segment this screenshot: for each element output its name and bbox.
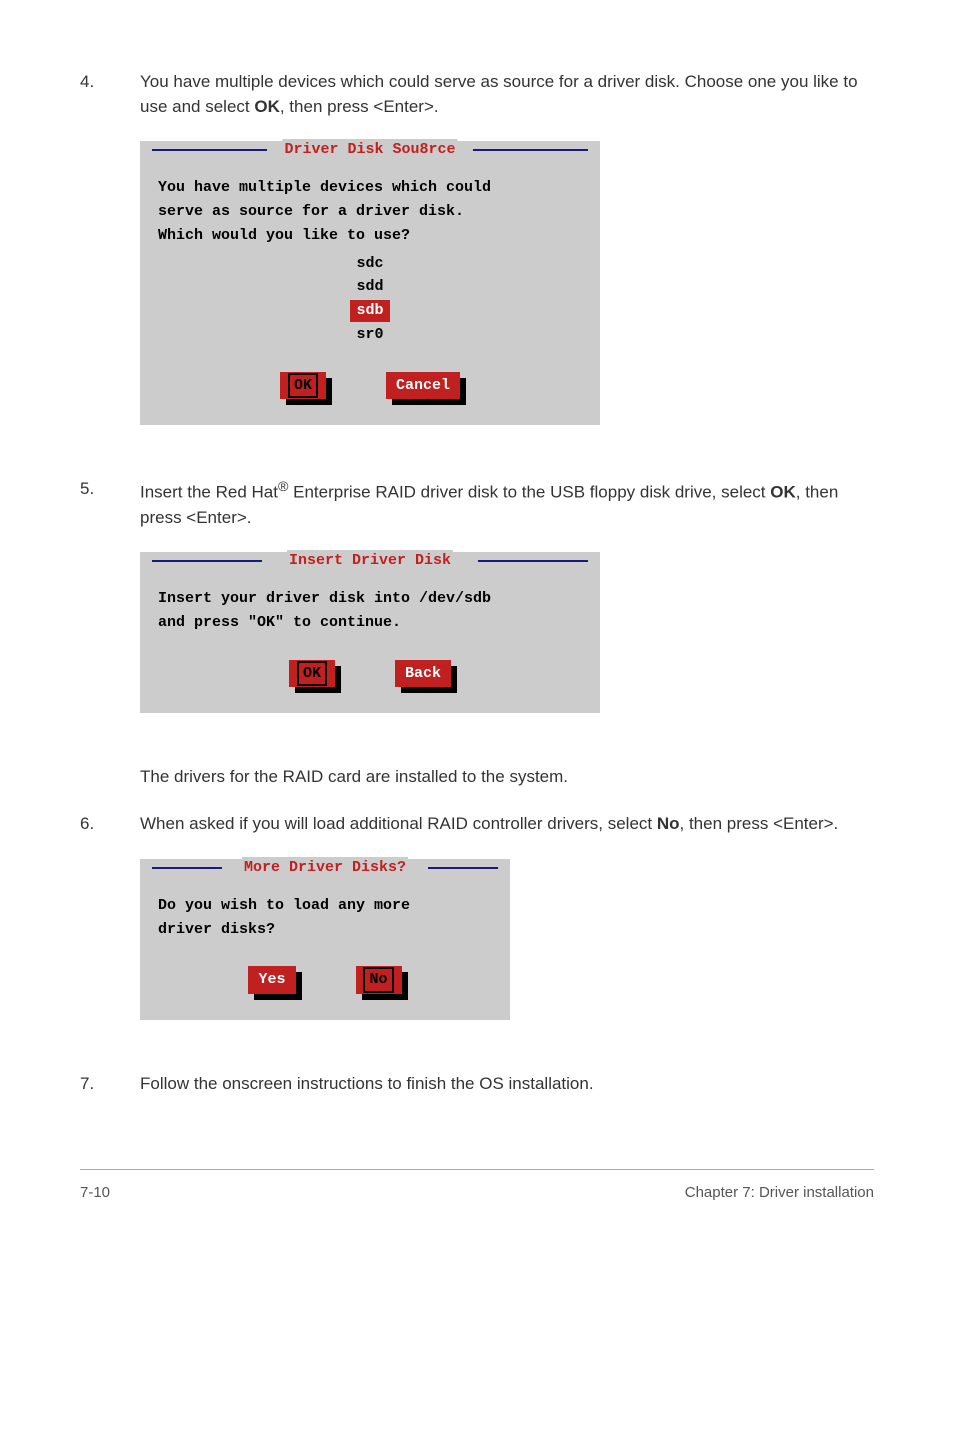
dialog2-hr-right [478,560,588,562]
dialog1-hr-left [152,149,267,151]
device-item-sdb-selected[interactable]: sdb [158,300,582,322]
dialog3-buttons: Yes No [158,966,492,994]
step-6-text-b: , then press <Enter>. [680,814,839,833]
dialog3-line2: driver disks? [158,919,492,941]
device-item-sdb-label: sdb [350,300,389,322]
dialog3-line1: Do you wish to load any more [158,895,492,917]
more-driver-disks-dialog: More Driver Disks? Do you wish to load a… [140,859,510,1020]
dialog1-line3: Which would you like to use? [158,225,582,247]
dialog3-body: Do you wish to load any more driver disk… [140,875,510,1020]
dialog2-buttons: OK Back [158,660,582,688]
step-4: 4. You have multiple devices which could… [80,70,874,455]
ok-button-2-shadow [295,687,341,693]
step-5-text-b: Enterprise RAID driver disk to the USB f… [288,483,770,502]
footer-left: 7-10 [80,1182,110,1204]
step-6-text: When asked if you will load additional R… [140,812,874,837]
back-button[interactable]: Back [395,660,451,688]
intermission-text: The drivers for the RAID card are instal… [140,765,874,790]
step-7-body: Follow the onscreen instructions to fini… [140,1072,874,1119]
dialog1-titlebar: Driver Disk Sou8rce [140,141,600,157]
step-4-text: You have multiple devices which could se… [140,70,874,119]
back-button-label: Back [405,665,441,682]
step-4-body: You have multiple devices which could se… [140,70,874,455]
dialog2-hr-left [152,560,262,562]
step-4-num: 4. [80,70,140,455]
step-7-num: 7. [80,1072,140,1119]
dialog2-line1: Insert your driver disk into /dev/sdb [158,588,582,610]
step-7: 7. Follow the onscreen instructions to f… [80,1072,874,1119]
yes-button[interactable]: Yes [248,966,295,994]
step-6-body: When asked if you will load additional R… [140,812,874,1050]
dialog1-title: Driver Disk Sou8rce [282,139,457,161]
dialog3-title: More Driver Disks? [242,857,408,879]
dialog1-hr-right [473,149,588,151]
step-5: 5. Insert the Red Hat® Enterprise RAID d… [80,477,874,743]
no-button-label: No [363,967,393,993]
ok-button-label: OK [288,373,318,399]
dialog1-wrap: Driver Disk Sou8rce You have multiple de… [140,141,874,425]
dialog2-line2: and press "OK" to continue. [158,612,582,634]
no-button[interactable]: No [356,966,402,994]
footer-right: Chapter 7: Driver installation [685,1182,874,1204]
dialog3-wrap: More Driver Disks? Do you wish to load a… [140,859,874,1020]
dialog3-hr-left [152,867,222,869]
dialog1-buttons: OK Cancel [158,372,582,400]
step-5-body: Insert the Red Hat® Enterprise RAID driv… [140,477,874,743]
step-6-bold: No [657,814,680,833]
step-5-text: Insert the Red Hat® Enterprise RAID driv… [140,477,874,530]
step-5-num: 5. [80,477,140,743]
back-button-shadow [401,687,457,693]
ok-button-2[interactable]: OK [289,660,335,688]
step-4-text-after: , then press <Enter>. [280,97,439,116]
dialog3-titlebar: More Driver Disks? [140,859,510,875]
dialog2-body: Insert your driver disk into /dev/sdb an… [140,568,600,713]
dialog2-titlebar: Insert Driver Disk [140,552,600,568]
insert-driver-disk-dialog: Insert Driver Disk Insert your driver di… [140,552,600,713]
device-item-sdc[interactable]: sdc [158,253,582,275]
page-footer: 7-10 Chapter 7: Driver installation [80,1169,874,1204]
dialog2-title: Insert Driver Disk [287,550,453,572]
device-item-sdd[interactable]: sdd [158,276,582,298]
dialog1-line1: You have multiple devices which could [158,177,582,199]
step-5-text-a: Insert the Red Hat [140,483,278,502]
ok-button-shadow [286,399,332,405]
dialog1-list: sdc sdd sdb sr0 [158,253,582,346]
ok-button-2-label: OK [297,661,327,687]
dialog2-wrap: Insert Driver Disk Insert your driver di… [140,552,874,713]
step-5-bold: OK [770,483,796,502]
step-4-bold: OK [254,97,280,116]
ok-button[interactable]: OK [280,372,326,400]
cancel-button[interactable]: Cancel [386,372,460,400]
device-item-sr0[interactable]: sr0 [158,324,582,346]
no-button-shadow [362,994,408,1000]
dialog3-hr-right [428,867,498,869]
yes-button-label: Yes [258,971,285,988]
step-4-text-before: You have multiple devices which could se… [140,72,858,116]
driver-disk-source-dialog: Driver Disk Sou8rce You have multiple de… [140,141,600,425]
cancel-button-shadow [392,399,466,405]
yes-button-shadow [254,994,301,1000]
step-7-text: Follow the onscreen instructions to fini… [140,1072,874,1097]
cancel-button-label: Cancel [396,377,450,394]
step-6: 6. When asked if you will load additiona… [80,812,874,1050]
step-5-reg: ® [278,479,288,495]
step-6-num: 6. [80,812,140,1050]
dialog1-line2: serve as source for a driver disk. [158,201,582,223]
dialog1-body: You have multiple devices which could se… [140,157,600,425]
step-6-text-a: When asked if you will load additional R… [140,814,657,833]
